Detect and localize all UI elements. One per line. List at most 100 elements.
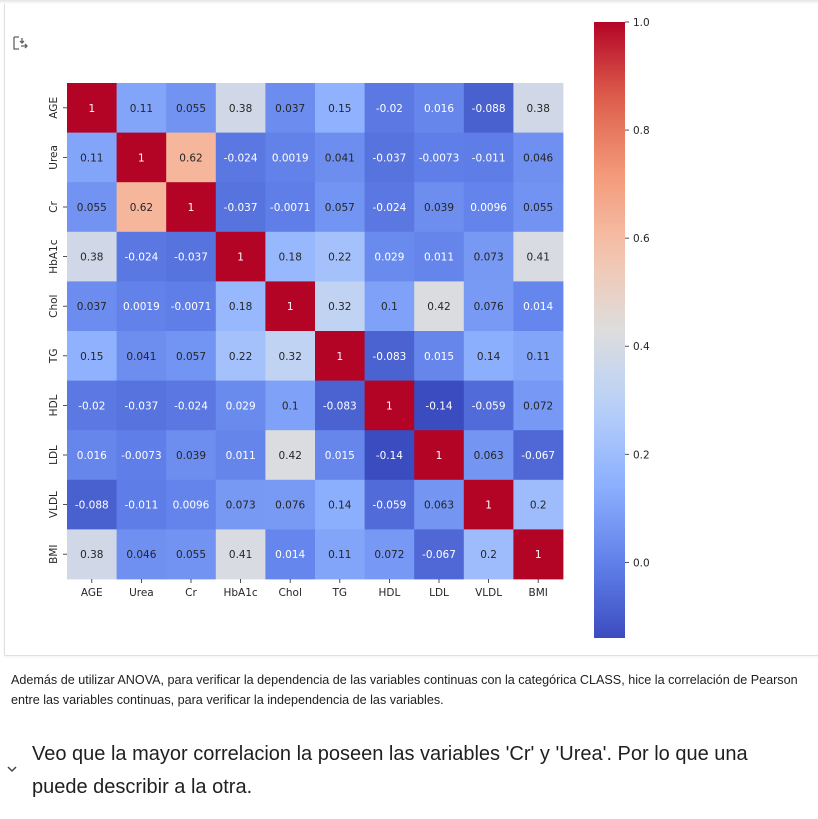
cell-value-label: 1 — [336, 351, 343, 363]
cell-value-label: 0.38 — [229, 103, 252, 115]
heatmap-cell — [414, 430, 465, 481]
cell-value-label: 0.62 — [130, 202, 153, 214]
cell-value-label: 0.039 — [176, 450, 206, 462]
x-tick-label: Cr — [185, 587, 197, 599]
cell-value-label: 0.072 — [523, 400, 553, 412]
heatmap-cell — [315, 529, 365, 580]
heatmap-cell — [215, 380, 266, 431]
cell-value-label: 0.016 — [424, 103, 454, 115]
cell-value-label: 0.14 — [477, 351, 501, 363]
x-tick-label: HDL — [378, 587, 400, 599]
heatmap-cell — [315, 281, 365, 332]
cell-value-label: 0.029 — [226, 400, 256, 412]
x-tick-label: Urea — [129, 587, 154, 599]
heatmap-cell — [116, 231, 167, 282]
cell-value-label: 0.039 — [424, 202, 454, 214]
heatmap-cell — [463, 331, 514, 381]
cell-value-label: 0.011 — [226, 450, 256, 462]
heatmap-cell — [364, 479, 415, 530]
cell-value-label: -0.037 — [124, 400, 158, 412]
heatmap-cell — [414, 281, 465, 332]
y-tick-label: VLDL — [48, 491, 60, 518]
heatmap-cell — [364, 231, 415, 282]
heatmap-cell — [513, 430, 564, 481]
heatmap-cell — [166, 281, 217, 332]
cell-value-label: 1 — [88, 103, 95, 115]
heatmap-cell — [414, 132, 465, 183]
cell-value-label: 0.2 — [480, 549, 497, 561]
heatmap-cell — [67, 331, 117, 381]
x-tick-label: AGE — [81, 587, 103, 599]
heatmap-cell — [364, 132, 415, 183]
cell-value-label: 1 — [237, 252, 244, 264]
cell-value-label: 1 — [485, 500, 492, 512]
heatmap-cell — [414, 529, 465, 580]
cell-value-label: -0.083 — [323, 400, 357, 412]
cell-value-label: -0.011 — [124, 500, 158, 512]
cell-value-label: -0.02 — [78, 400, 105, 412]
cell-value-label: -0.024 — [372, 202, 406, 214]
heatmap-cell — [513, 281, 564, 332]
heatmap-cell — [513, 231, 564, 282]
heatmap-cell — [265, 331, 316, 381]
cell-value-label: -0.088 — [472, 103, 506, 115]
cell-value-label: 1 — [188, 202, 195, 214]
heatmap-cell — [265, 281, 316, 332]
cell-value-label: 0.076 — [275, 500, 305, 512]
heatmap-cell — [67, 281, 117, 332]
cell-value-label: -0.0071 — [270, 202, 311, 214]
heatmap-cell — [215, 281, 266, 332]
heatmap-cell — [166, 430, 217, 481]
heatmap-cell — [463, 479, 514, 530]
heatmap-cell — [315, 231, 365, 282]
heatmap-cell — [364, 281, 415, 332]
cell-value-label: -0.059 — [472, 400, 506, 412]
y-tick-label: Chol — [48, 295, 60, 318]
cell-value-label: 0.15 — [328, 103, 351, 115]
heatmap-cell — [513, 331, 564, 381]
heatmap-cell — [463, 380, 514, 431]
cell-value-label: 0.063 — [474, 450, 504, 462]
colorbar-tick-label: 0.0 — [633, 557, 650, 569]
cell-value-label: -0.011 — [472, 152, 506, 164]
heatmap-cell — [315, 132, 365, 183]
heatmap-cell — [463, 231, 514, 282]
heatmap-cell — [364, 182, 415, 233]
heatmap-cell — [265, 529, 316, 580]
cell-value-label: 0.011 — [424, 252, 454, 264]
heatmap-cell — [463, 132, 514, 183]
cell-value-label: 0.1 — [282, 400, 299, 412]
heatmap-cell — [215, 331, 266, 381]
heatmap-cell — [67, 182, 117, 233]
colorbar-tick-label: 0.2 — [633, 449, 650, 461]
cell-value-label: 0.015 — [325, 450, 355, 462]
heatmap-cell — [513, 479, 564, 530]
cell-value-label: 0.037 — [77, 301, 107, 313]
output-toggle-icon[interactable] — [11, 34, 29, 52]
cell-value-label: 0.0019 — [272, 152, 309, 164]
cell-value-label: 0.11 — [80, 152, 103, 164]
heatmap-cell — [513, 529, 564, 580]
heatmap-cell — [463, 281, 514, 332]
cell-value-label: 1 — [436, 450, 443, 462]
heatmap-cell — [315, 479, 365, 530]
cell-value-label: -0.0073 — [419, 152, 460, 164]
explanation-paragraph: Además de utilizar ANOVA, para verificar… — [11, 673, 798, 707]
cell-value-label: -0.083 — [372, 351, 406, 363]
cell-value-label: 0.073 — [226, 500, 256, 512]
heatmap-cell — [116, 331, 167, 381]
cell-value-label: 0.016 — [77, 450, 107, 462]
cell-value-label: -0.067 — [422, 549, 456, 561]
heatmap-cell — [265, 132, 316, 183]
heatmap-cell — [364, 331, 415, 381]
y-tick-label: Urea — [48, 145, 60, 170]
cell-value-label: 0.38 — [80, 252, 103, 264]
chevron-down-icon[interactable] — [6, 762, 18, 774]
cell-value-label: -0.0073 — [121, 450, 162, 462]
cell-value-label: -0.037 — [174, 252, 208, 264]
y-tick-label: LDL — [48, 445, 60, 465]
cell-value-label: 0.055 — [176, 103, 206, 115]
cell-value-label: -0.037 — [224, 202, 258, 214]
heatmap-cell — [265, 231, 316, 282]
y-tick-label: HDL — [48, 394, 60, 416]
